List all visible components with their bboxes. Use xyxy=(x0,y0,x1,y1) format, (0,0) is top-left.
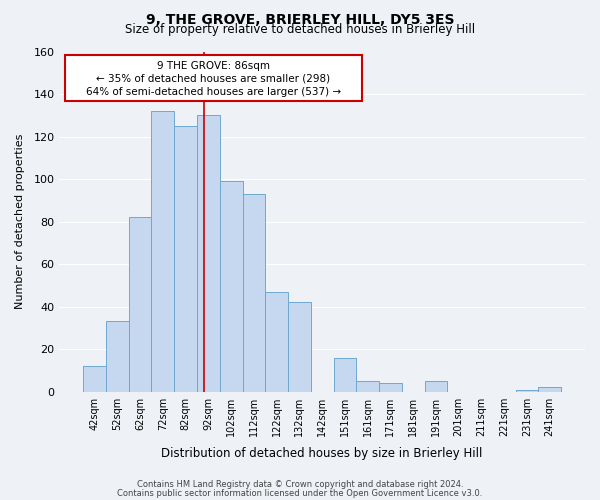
Text: Size of property relative to detached houses in Brierley Hill: Size of property relative to detached ho… xyxy=(125,22,475,36)
X-axis label: Distribution of detached houses by size in Brierley Hill: Distribution of detached houses by size … xyxy=(161,447,483,460)
Bar xyxy=(106,322,129,392)
Bar xyxy=(151,111,174,392)
Bar xyxy=(83,366,106,392)
Bar xyxy=(356,381,379,392)
Bar xyxy=(129,218,151,392)
Text: 9, THE GROVE, BRIERLEY HILL, DY5 3ES: 9, THE GROVE, BRIERLEY HILL, DY5 3ES xyxy=(146,12,454,26)
Text: ← 35% of detached houses are smaller (298): ← 35% of detached houses are smaller (29… xyxy=(96,74,330,84)
Bar xyxy=(197,116,220,392)
Bar xyxy=(220,181,242,392)
Bar xyxy=(515,390,538,392)
Bar xyxy=(334,358,356,392)
Text: Contains public sector information licensed under the Open Government Licence v3: Contains public sector information licen… xyxy=(118,488,482,498)
Bar xyxy=(379,383,402,392)
Bar xyxy=(265,292,288,392)
Bar xyxy=(288,302,311,392)
Text: Contains HM Land Registry data © Crown copyright and database right 2024.: Contains HM Land Registry data © Crown c… xyxy=(137,480,463,489)
Bar xyxy=(425,381,448,392)
Text: 64% of semi-detached houses are larger (537) →: 64% of semi-detached houses are larger (… xyxy=(86,86,341,97)
Bar xyxy=(538,388,561,392)
Bar xyxy=(242,194,265,392)
Bar xyxy=(174,126,197,392)
Text: 9 THE GROVE: 86sqm: 9 THE GROVE: 86sqm xyxy=(157,61,269,71)
Y-axis label: Number of detached properties: Number of detached properties xyxy=(15,134,25,310)
FancyBboxPatch shape xyxy=(65,55,362,101)
